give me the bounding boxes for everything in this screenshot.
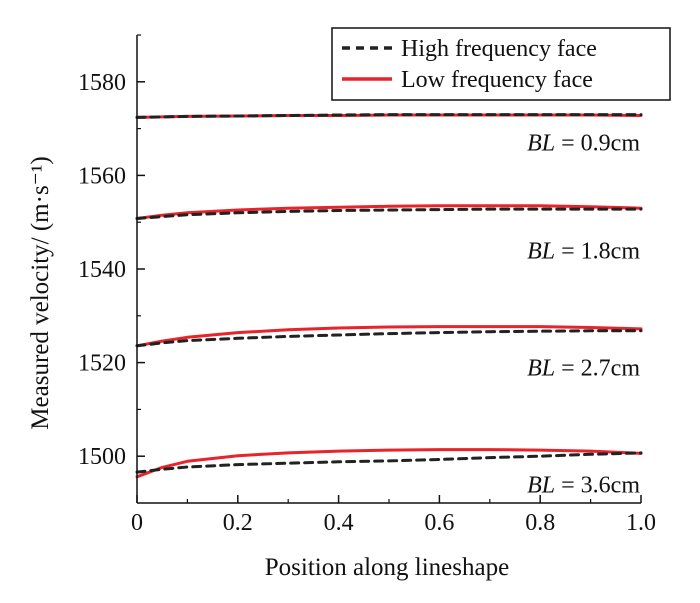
bl-label-symbol: BL: [527, 472, 555, 498]
legend-label-low-frequency: Low frequency face: [401, 67, 593, 93]
axes: [136, 35, 641, 504]
legend-label-high-frequency: High frequency face: [401, 36, 597, 62]
high-frequency-line-0-9cm: [135, 113, 643, 119]
bl-label: BL = 2.7cm: [527, 355, 640, 381]
low-frequency-line-3-6cm: [135, 448, 643, 479]
x-tick-label: 0.4: [324, 510, 354, 536]
bl-label: BL = 1.8cm: [527, 238, 640, 264]
bl-label: BL = 0.9cm: [527, 131, 640, 157]
y-tick-label: 1500: [78, 444, 126, 470]
x-tick-label: 0.2: [223, 510, 253, 536]
y-tick-label: 1540: [78, 257, 126, 283]
bl-label-value: = 1.8cm: [555, 238, 640, 264]
bl-label-symbol: BL: [527, 355, 555, 381]
bl-label: BL = 3.6cm: [527, 472, 640, 498]
plot-lines: [135, 113, 643, 479]
bl-label-symbol: BL: [527, 238, 555, 264]
y-tick-label: 1520: [78, 351, 126, 377]
x-axis-title: Position along lineshape: [265, 554, 509, 581]
legend-box: [331, 27, 671, 101]
ticks: 0 0.2 0.4 0.6 0.8 1.0 1500 1520 1540 1560 1580: [78, 34, 656, 536]
bl-label-value: = 2.7cm: [555, 355, 640, 381]
y-tick-label: 1560: [78, 163, 126, 189]
x-tick-label: 0.6: [424, 510, 454, 536]
bl-label-value: = 0.9cm: [555, 131, 640, 157]
high-frequency-line-1-8cm: [135, 207, 643, 220]
bl-label-value: = 3.6cm: [555, 472, 640, 498]
legend: High frequency face Low frequency face: [331, 27, 671, 101]
x-tick-label: 0.8: [525, 510, 555, 536]
low-frequency-line-1-8cm: [135, 204, 643, 220]
high-frequency-line-2-7cm: [135, 329, 643, 348]
x-tick-label: 1.0: [626, 510, 656, 536]
y-tick-label: 1580: [78, 70, 126, 96]
low-frequency-line-2-7cm: [135, 325, 643, 348]
y-axis-title: Measured velocity/ (m·s⁻¹): [27, 156, 54, 429]
x-tick-label: 0: [131, 510, 143, 536]
high-frequency-line-3-6cm: [135, 451, 643, 474]
bl-label-symbol: BL: [527, 131, 555, 157]
